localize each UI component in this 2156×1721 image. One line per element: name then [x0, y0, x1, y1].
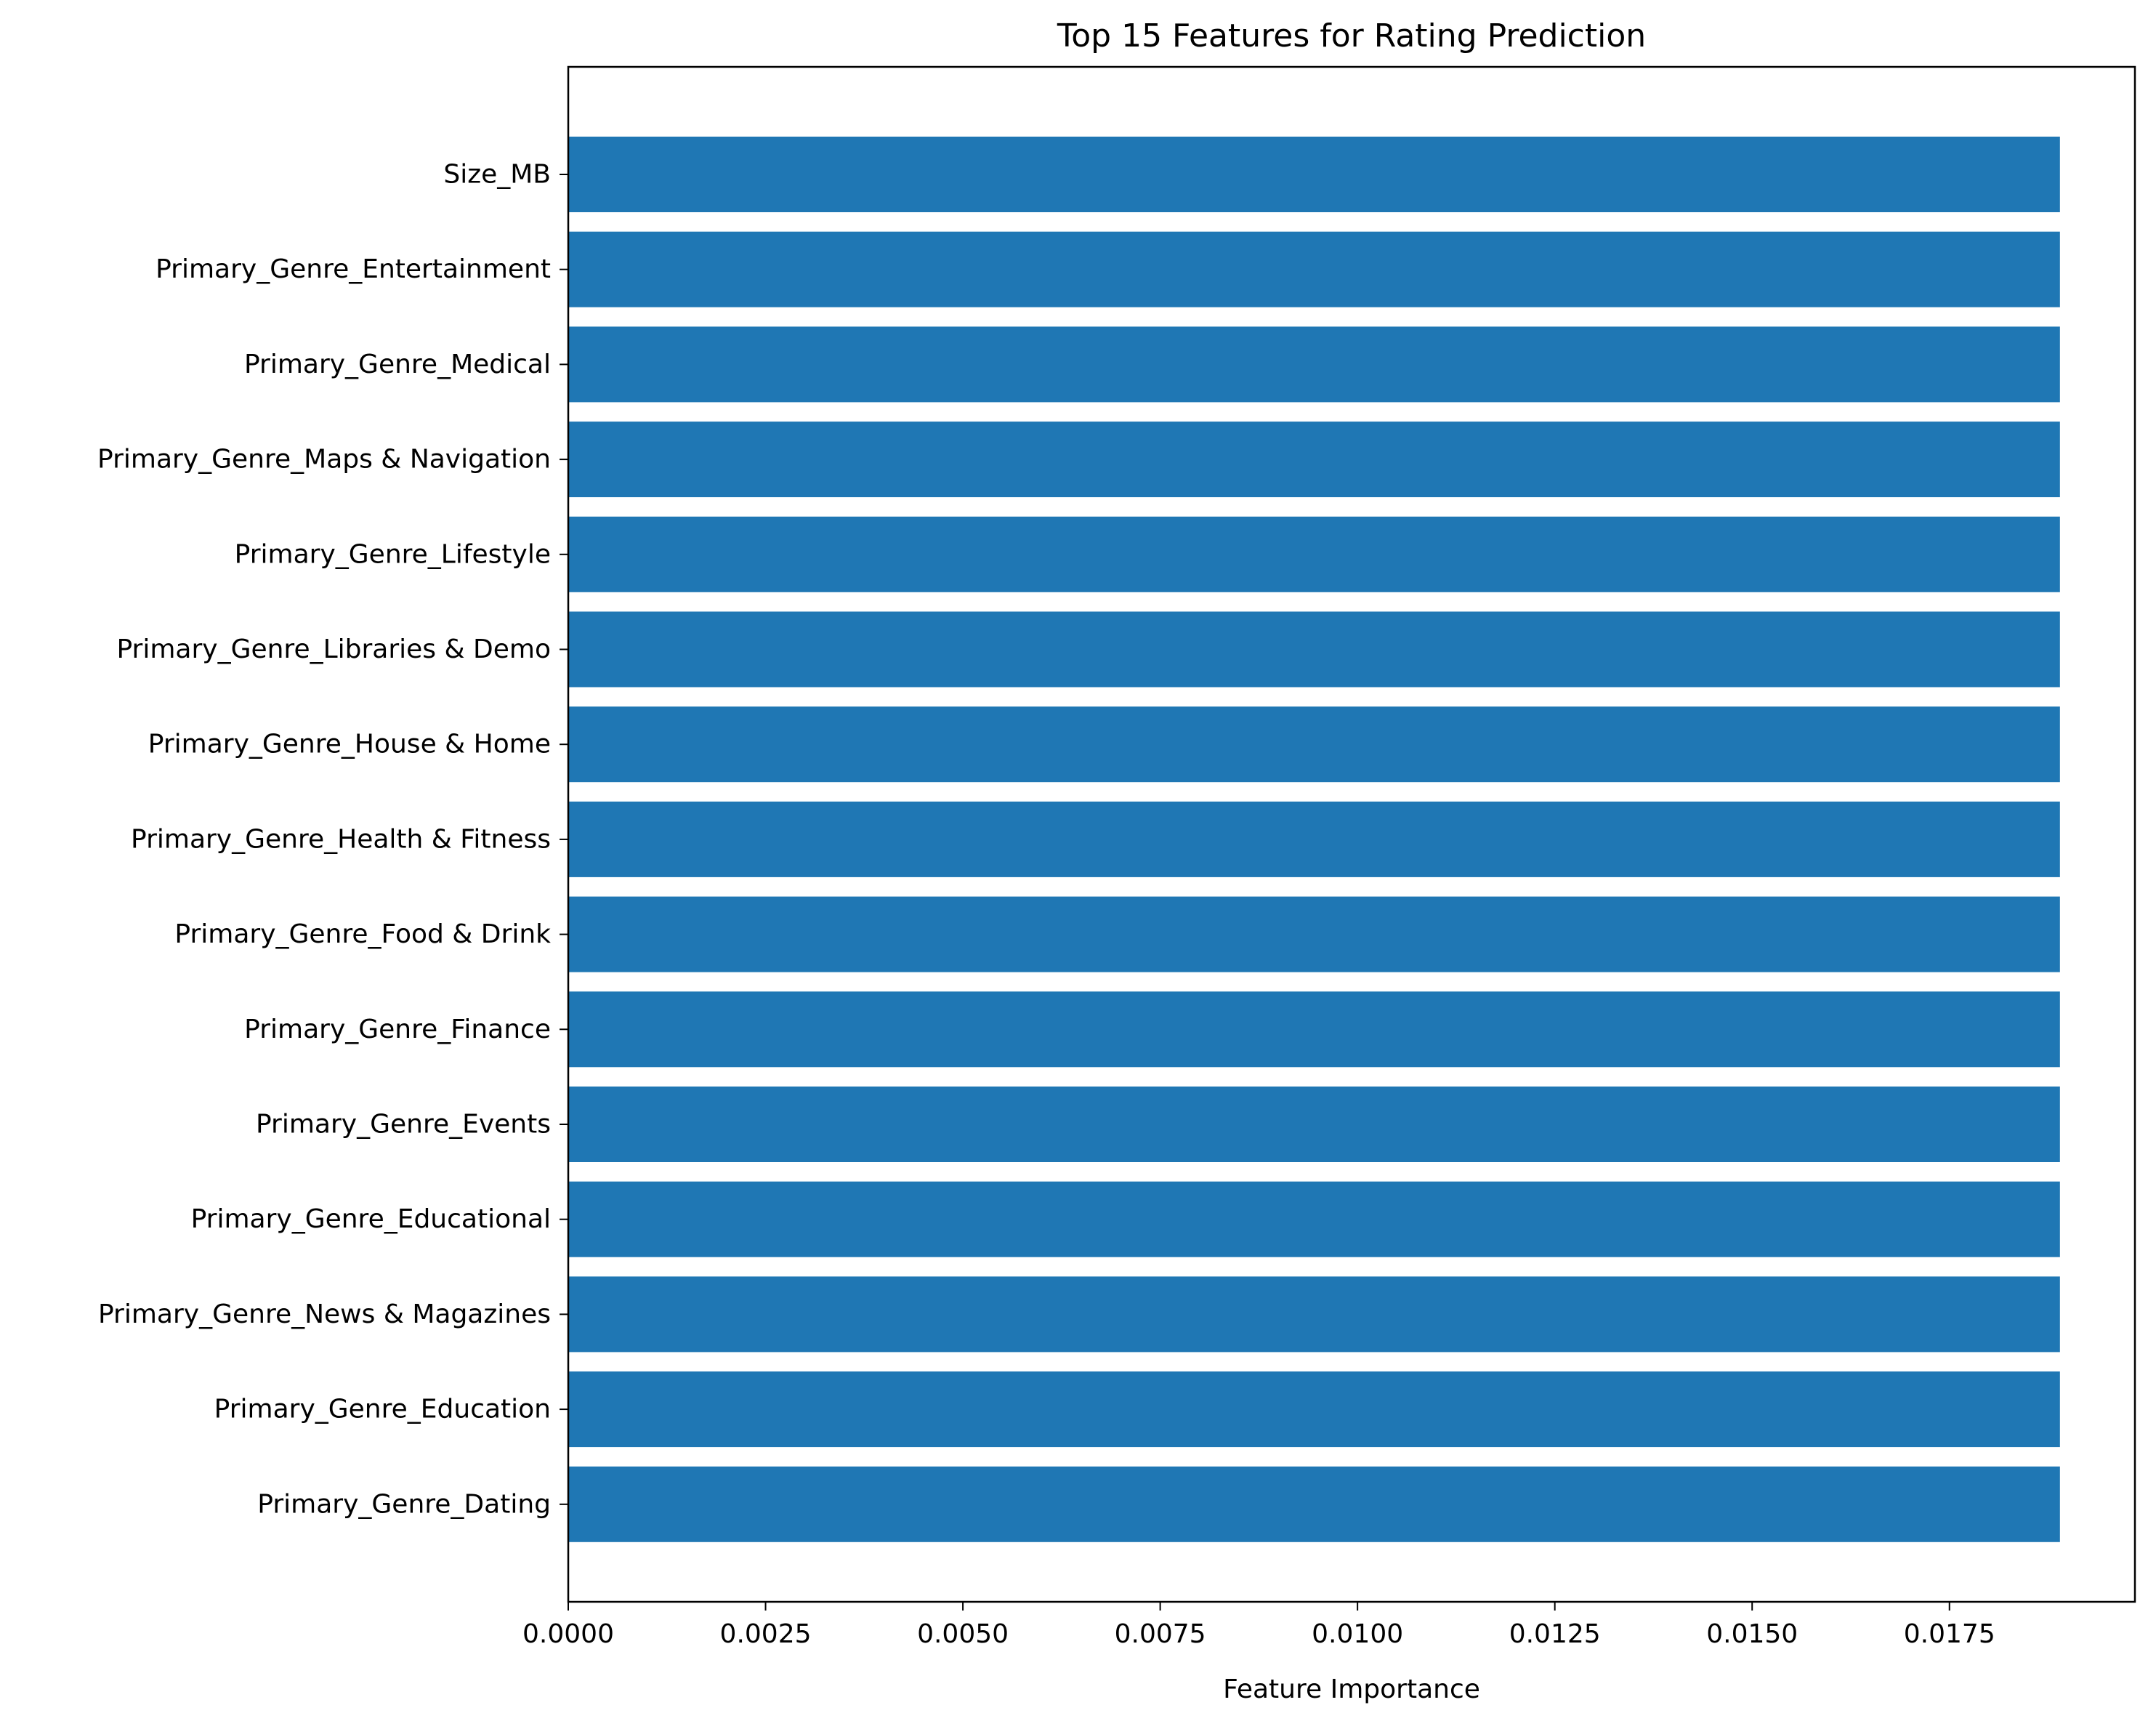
y-tick-label: Primary_Genre_Maps & Navigation	[97, 445, 551, 475]
y-tick-label: Size_MB	[443, 160, 551, 190]
bar	[568, 1466, 2060, 1542]
y-tick-label: Primary_Genre_Food & Drink	[174, 919, 551, 949]
plot-area-frame	[567, 65, 2136, 1603]
x-tick-label: 0.0100	[1312, 1619, 1403, 1649]
bar	[568, 801, 2060, 877]
y-tick-label: Primary_Genre_Dating	[257, 1489, 551, 1519]
y-tick-label: Primary_Genre_Events	[256, 1110, 551, 1140]
bars-group	[568, 137, 2060, 1542]
bar	[568, 422, 2060, 498]
x-tick-label: 0.0075	[1115, 1619, 1206, 1649]
x-axis-ticks: 0.0000 0.0025 0.0050 0.0075 0.0100 0.0125 0.01…	[522, 1602, 1995, 1649]
y-tick-label: Primary_Genre_Educational	[191, 1204, 551, 1234]
y-tick-label: Primary_Genre_News & Magazines	[98, 1299, 551, 1329]
x-axis-label: Feature Importance	[1223, 1674, 1480, 1704]
y-tick-label: Primary_Genre_Lifestyle	[235, 539, 551, 569]
y-tick-label: Primary_Genre_Medical	[244, 350, 551, 379]
y-tick-label: Primary_Genre_Education	[214, 1395, 551, 1424]
bar	[568, 516, 2060, 592]
bar	[568, 706, 2060, 783]
chart-title: Top 15 Features for Rating Prediction	[1057, 17, 1646, 55]
bar	[568, 896, 2060, 972]
x-tick-label: 0.0150	[1706, 1619, 1798, 1649]
x-tick-label: 0.0050	[917, 1619, 1009, 1649]
y-tick-label: Primary_Genre_Finance	[244, 1015, 551, 1044]
bar	[568, 1371, 2060, 1448]
y-axis-ticks: Size_MB Primary_Genre_Entertainment Primar…	[97, 160, 568, 1519]
x-tick-label: 0.0125	[1509, 1619, 1601, 1649]
bar	[568, 231, 2060, 307]
y-tick-label: Primary_Genre_Health & Fitness	[131, 824, 551, 854]
x-tick-label: 0.0000	[522, 1619, 614, 1649]
y-tick-label: Primary_Genre_Libraries & Demo	[116, 634, 551, 664]
bar	[568, 1276, 2060, 1353]
x-tick-label: 0.0175	[1904, 1619, 1995, 1649]
bar	[568, 1087, 2060, 1162]
bar	[568, 137, 2060, 212]
y-tick-label: Primary_Genre_Entertainment	[156, 254, 551, 284]
bar	[568, 991, 2060, 1068]
x-tick-label: 0.0025	[720, 1619, 812, 1649]
bar	[568, 611, 2060, 688]
y-tick-label: Primary_Genre_House & Home	[148, 730, 551, 759]
bar	[568, 1181, 2060, 1257]
bar	[568, 326, 2060, 403]
